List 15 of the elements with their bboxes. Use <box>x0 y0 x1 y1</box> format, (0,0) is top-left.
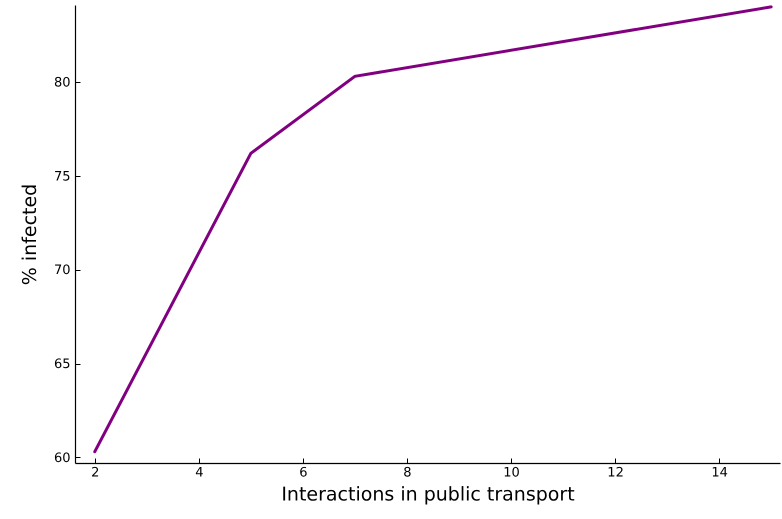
x-tick-label: 2 <box>91 466 100 480</box>
y-axis-title: % infected <box>18 184 41 286</box>
x-tick-label: 14 <box>711 466 728 480</box>
y-tick-label: 60 <box>54 450 70 466</box>
y-tick-label: 70 <box>54 263 70 278</box>
x-tick-label: 4 <box>195 466 204 480</box>
x-tick-label: 10 <box>503 466 520 480</box>
x-tick-label: 6 <box>299 466 308 480</box>
x-tick-label: 8 <box>403 466 412 480</box>
line-series <box>93 5 773 454</box>
x-axis-title: Interactions in public transport <box>281 484 575 506</box>
y-tick-label: 80 <box>54 75 70 90</box>
y-tick-label: 65 <box>54 357 70 372</box>
y-tick-label: 75 <box>54 169 70 184</box>
x-tick-label: 12 <box>607 466 624 480</box>
